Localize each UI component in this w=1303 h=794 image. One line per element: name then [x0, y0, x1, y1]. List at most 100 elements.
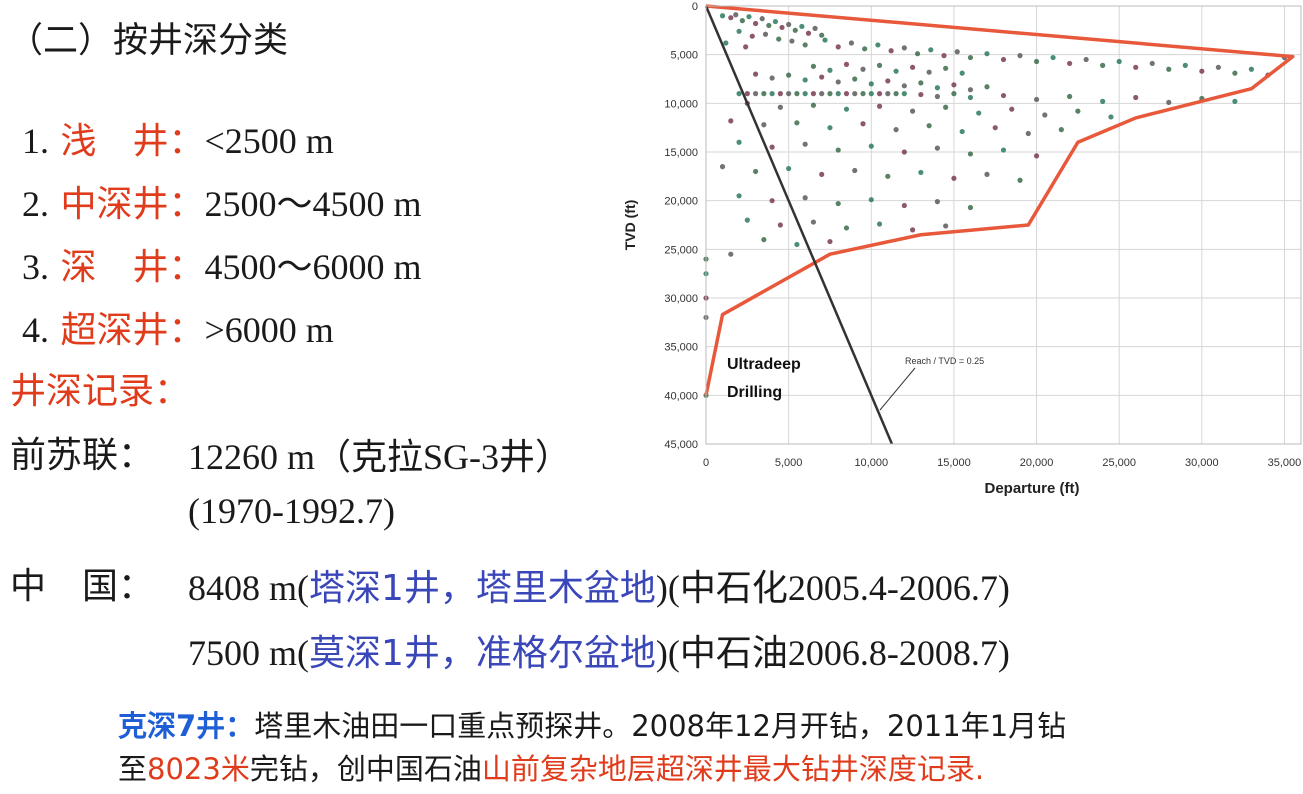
data-point: [810, 91, 817, 97]
data-point: [934, 199, 940, 205]
data-point: [786, 72, 792, 78]
data-point: [926, 69, 932, 75]
data-point: [736, 28, 742, 34]
data-point: [914, 51, 921, 57]
class-item-shallow: 1. 浅 井：<2500 m: [22, 112, 334, 164]
record-ussr-label: 前苏联：: [10, 435, 155, 476]
note-depth: 8023米: [147, 752, 250, 786]
data-point: [819, 32, 825, 38]
data-point: [943, 104, 949, 110]
data-point: [736, 139, 742, 145]
data-point: [1116, 58, 1122, 65]
data-point: [954, 49, 960, 55]
data-point: [901, 149, 907, 155]
data-point: [810, 219, 817, 225]
data-point: [876, 103, 883, 109]
data-point: [959, 128, 965, 135]
class-item-name: 浅 井：: [60, 121, 205, 162]
data-point: [901, 91, 907, 97]
data-point: [967, 204, 974, 211]
data-point: [1215, 64, 1221, 70]
data-point: [868, 197, 874, 203]
data-point: [827, 125, 833, 131]
note-text: 至: [118, 752, 148, 786]
data-point: [810, 63, 817, 69]
data-point: [799, 23, 805, 30]
data-point: [967, 87, 974, 93]
data-point: [1182, 62, 1188, 68]
data-point: [802, 141, 808, 147]
data-point: [819, 171, 825, 177]
data-point: [743, 44, 749, 50]
x-tick-label: 25,000: [1102, 457, 1136, 469]
data-point: [802, 91, 808, 97]
data-point: [843, 106, 850, 112]
data-point: [752, 168, 759, 175]
data-point: [1067, 93, 1073, 100]
data-point: [744, 91, 750, 97]
data-point: [1166, 99, 1172, 105]
data-point: [984, 51, 990, 57]
data-point: [848, 40, 855, 46]
data-point: [967, 94, 974, 101]
data-point: [862, 46, 868, 52]
data-point: [1050, 54, 1056, 61]
x-tick-label: 20,000: [1020, 457, 1054, 469]
data-point: [1100, 62, 1106, 68]
data-point: [759, 16, 765, 22]
data-point: [1000, 92, 1007, 99]
data-point: [792, 27, 798, 33]
data-point: [766, 22, 772, 29]
class-item-ultra-deep: 4. 超深井：>6000 m: [22, 301, 334, 353]
record-ussr-value: 12260 m（克拉SG-3井）: [188, 437, 572, 477]
data-point: [728, 15, 734, 21]
data-point: [943, 65, 949, 71]
chart-points: [703, 12, 1288, 398]
data-point: [1232, 70, 1238, 76]
data-point: [843, 91, 850, 97]
tvd-departure-chart: 0 5,000 10,000 15,000 20,000 25,000 30,000 35,0…: [615, 0, 1303, 500]
chart-annotation-pointer: [879, 367, 916, 411]
data-point: [1232, 98, 1238, 104]
data-point: [1067, 60, 1073, 67]
data-point: [901, 45, 907, 51]
data-point: [852, 91, 858, 97]
data-point: [769, 75, 775, 81]
data-point: [835, 91, 841, 97]
data-point: [909, 64, 916, 70]
data-point: [876, 221, 883, 227]
data-point: [868, 91, 874, 97]
data-point: [951, 91, 957, 97]
data-point: [749, 33, 755, 39]
data-point: [843, 225, 850, 231]
data-point: [1042, 112, 1048, 118]
data-point: [752, 20, 759, 27]
data-point: [901, 83, 907, 89]
data-point: [786, 91, 792, 97]
data-point: [1017, 53, 1023, 59]
data-point: [794, 241, 800, 248]
data-point: [918, 169, 924, 176]
data-point: [934, 93, 940, 100]
data-point: [762, 31, 769, 37]
y-tick-label: 15,000: [664, 147, 698, 159]
data-point: [769, 144, 775, 150]
class-item-range: 2500～4500 m: [204, 184, 422, 224]
data-point: [1033, 96, 1040, 103]
data-point: [1133, 64, 1139, 70]
data-point: [835, 79, 841, 85]
data-point: [893, 68, 899, 74]
data-point: [733, 12, 739, 18]
data-point: [736, 193, 742, 199]
data-point: [822, 37, 828, 43]
data-point: [776, 36, 782, 42]
data-point: [860, 121, 866, 127]
data-point: [992, 125, 998, 131]
data-point: [941, 53, 947, 59]
data-point: [875, 42, 881, 48]
class-item-name: 中深井：: [60, 184, 205, 225]
chart-annotation-ultradeep: Ultradeep: [727, 356, 801, 373]
data-point: [746, 14, 752, 20]
data-point: [786, 21, 792, 28]
data-point: [810, 102, 817, 108]
